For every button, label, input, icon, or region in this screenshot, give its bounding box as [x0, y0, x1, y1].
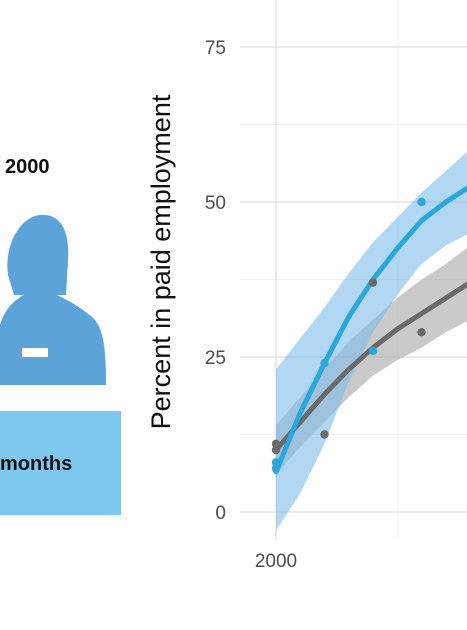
avatar-hair	[7, 214, 69, 295]
tick-labels: 0 25 50 75 2000	[205, 38, 297, 572]
left-panel: 2000 months	[0, 0, 140, 630]
grey-data-point	[271, 445, 281, 455]
blue-data-point	[417, 197, 426, 207]
year-label: 2000	[5, 156, 50, 178]
grey-data-point	[271, 439, 281, 448]
grey-data-point	[368, 278, 378, 287]
blue-data-point	[368, 346, 378, 355]
x-tick-label: 2000	[255, 551, 297, 572]
grey-data-point	[417, 328, 426, 337]
y-axis-label: Percent in paid employment	[146, 94, 176, 429]
avatar-name-badge	[22, 348, 48, 357]
blue-data-point	[320, 359, 329, 368]
person-silhouette-icon	[0, 214, 106, 385]
blue-data-point	[271, 464, 281, 473]
avatar-body	[0, 293, 106, 385]
callout-text: months	[0, 453, 73, 475]
y-tick-label: 75	[205, 38, 226, 59]
y-tick-label: 0	[215, 503, 226, 524]
y-tick-label: 25	[205, 348, 226, 369]
grey-data-point	[320, 430, 329, 439]
data-points	[271, 197, 426, 473]
callout-box	[0, 411, 121, 515]
y-tick-label: 50	[205, 193, 226, 214]
blue-data-point	[271, 458, 281, 467]
